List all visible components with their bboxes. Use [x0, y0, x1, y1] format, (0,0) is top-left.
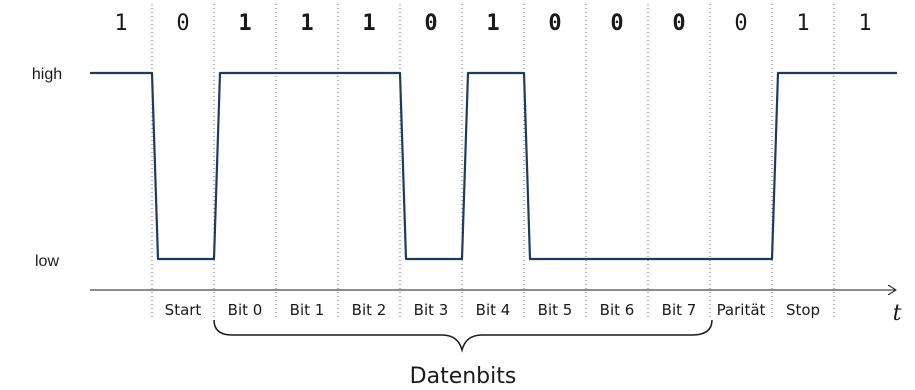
slot-label: Bit 0 [228, 301, 263, 319]
low-level-label: low [35, 253, 59, 270]
data-bits-label: Datenbits [410, 364, 517, 389]
bit-value: 0 [734, 11, 747, 36]
slot-label: Bit 7 [662, 301, 697, 319]
slot-label: Bit 1 [290, 301, 325, 319]
bit-value: 0 [548, 11, 561, 36]
data-bits-brace [213, 319, 713, 353]
bit-value: 1 [300, 11, 313, 36]
signal-waveform [90, 71, 897, 261]
bit-values-row: 1 0 1 1 1 0 1 0 0 0 0 1 1 [114, 11, 871, 36]
frame-slot-labels: Start Bit 0 Bit 1 Bit 2 Bit 3 Bit 4 Bit 5 Bit 6… [165, 301, 820, 319]
bit-value: 1 [238, 11, 251, 36]
slot-label: Bit 2 [352, 301, 387, 319]
slot-label: Bit 5 [538, 301, 573, 319]
slot-label: Start [165, 301, 202, 319]
bit-value: 1 [114, 11, 127, 36]
bit-value: 0 [176, 11, 189, 36]
bit-value: 1 [796, 11, 809, 36]
high-level-label: high [32, 66, 62, 83]
bit-boundary-lines [151, 4, 835, 318]
bit-value: 1 [486, 11, 499, 36]
slot-label: Stop [786, 301, 820, 319]
bit-value: 1 [362, 11, 375, 36]
time-axis-label: t [893, 301, 902, 326]
slot-label: Bit 4 [476, 301, 511, 319]
bit-value: 0 [424, 11, 437, 36]
slot-label: Bit 6 [600, 301, 635, 319]
slot-label: Bit 3 [414, 301, 449, 319]
bit-value: 0 [672, 11, 685, 36]
bit-value: 0 [610, 11, 623, 36]
bit-value: 1 [858, 11, 871, 36]
slot-label: Parität [717, 301, 766, 319]
time-axis-arrowhead [887, 284, 897, 296]
time-axis: t [90, 284, 902, 326]
